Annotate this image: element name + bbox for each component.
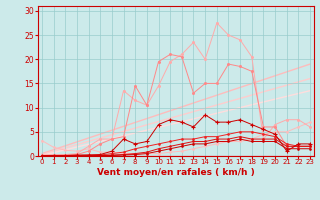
X-axis label: Vent moyen/en rafales ( km/h ): Vent moyen/en rafales ( km/h ) xyxy=(97,168,255,177)
